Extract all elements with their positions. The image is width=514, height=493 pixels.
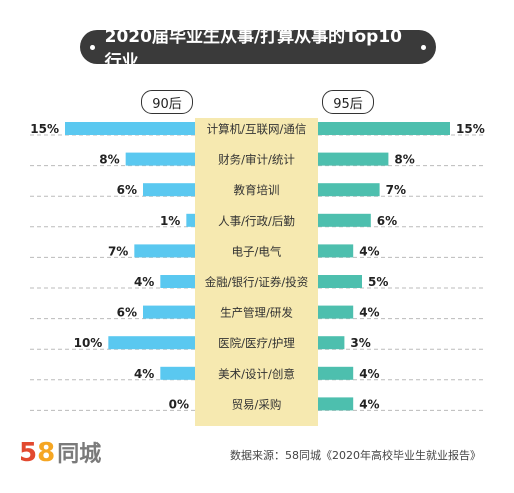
- bar-90: [125, 152, 195, 166]
- brand-logo: 5 8 同城: [19, 436, 101, 468]
- value-label-90: 8%: [99, 153, 119, 167]
- bar-95: [318, 366, 354, 380]
- value-label-95: 4%: [359, 306, 379, 320]
- value-label-90: 1%: [160, 214, 180, 228]
- value-label-95: 5%: [368, 275, 388, 289]
- category-panel: [195, 118, 318, 426]
- value-label-95: 7%: [386, 183, 406, 197]
- value-label-90: 6%: [117, 306, 137, 320]
- bar-95: [318, 305, 354, 319]
- bar-90: [160, 275, 195, 288]
- value-label-95: 6%: [377, 214, 397, 228]
- bar-95: [318, 275, 362, 288]
- category-label: 财务/审计/统计: [218, 153, 295, 167]
- title-dot-left: [90, 44, 95, 50]
- bar-90: [186, 213, 195, 227]
- bar-95: [318, 183, 380, 197]
- bar-90: [134, 244, 195, 258]
- value-label-95: 15%: [456, 122, 485, 136]
- value-label-90: 6%: [117, 183, 137, 197]
- value-label-90: 4%: [134, 367, 154, 381]
- logo-text: 同城: [57, 442, 102, 467]
- category-label: 计算机/互联网/通信: [207, 122, 307, 136]
- value-label-90: 0%: [169, 397, 189, 411]
- category-label: 金融/银行/证券/投资: [205, 275, 309, 289]
- bar-95: [318, 152, 389, 166]
- bar-95: [318, 213, 371, 227]
- bar-90: [160, 366, 195, 380]
- category-label: 教育培训: [234, 183, 280, 197]
- data-source: 数据来源：58同城《2020年高校毕业生就业报告》: [230, 449, 481, 462]
- category-label: 贸易/采购: [232, 397, 282, 411]
- value-label-90: 4%: [134, 275, 154, 289]
- value-label-95: 4%: [359, 397, 379, 411]
- value-label-95: 4%: [359, 244, 379, 258]
- diverging-bar-chart: 15% 15% 计算机/互联网/通信 8% 8% 财务/审计/统计 6% 7% 教育培训 1% 6%…: [30, 118, 485, 426]
- bar-95: [318, 336, 345, 350]
- value-label-90: 10%: [74, 336, 103, 350]
- bar-95: [318, 244, 354, 258]
- category-label: 生产管理/研发: [220, 306, 293, 320]
- value-label-95: 4%: [359, 367, 379, 381]
- logo-digit-8: 8: [37, 438, 56, 468]
- category-label: 医院/医疗/护理: [218, 336, 295, 350]
- bar-90: [108, 336, 195, 350]
- value-label-95: 3%: [350, 336, 370, 350]
- chart-title-pill: 2020届毕业生从事/打算从事的Top10行业: [80, 27, 436, 72]
- category-label: 美术/设计/创意: [218, 367, 295, 381]
- bar-95: [318, 122, 450, 135]
- series-tag-90: 90后: [141, 90, 193, 114]
- category-label: 电子/电气: [232, 244, 282, 258]
- title-dot-right: [421, 44, 426, 50]
- value-label-90: 7%: [108, 244, 128, 258]
- bar-90: [143, 183, 195, 197]
- bar-90: [65, 122, 195, 135]
- bar-95: [318, 397, 354, 411]
- bar-90: [143, 305, 195, 319]
- series-tag-95: 95后: [322, 90, 374, 114]
- category-label: 人事/行政/后勤: [218, 214, 295, 228]
- logo-digit-5: 5: [19, 438, 38, 468]
- value-label-95: 8%: [394, 153, 414, 167]
- value-label-90: 15%: [30, 122, 59, 136]
- chart-title: 2020届毕业生从事/打算从事的Top10行业: [104, 27, 402, 72]
